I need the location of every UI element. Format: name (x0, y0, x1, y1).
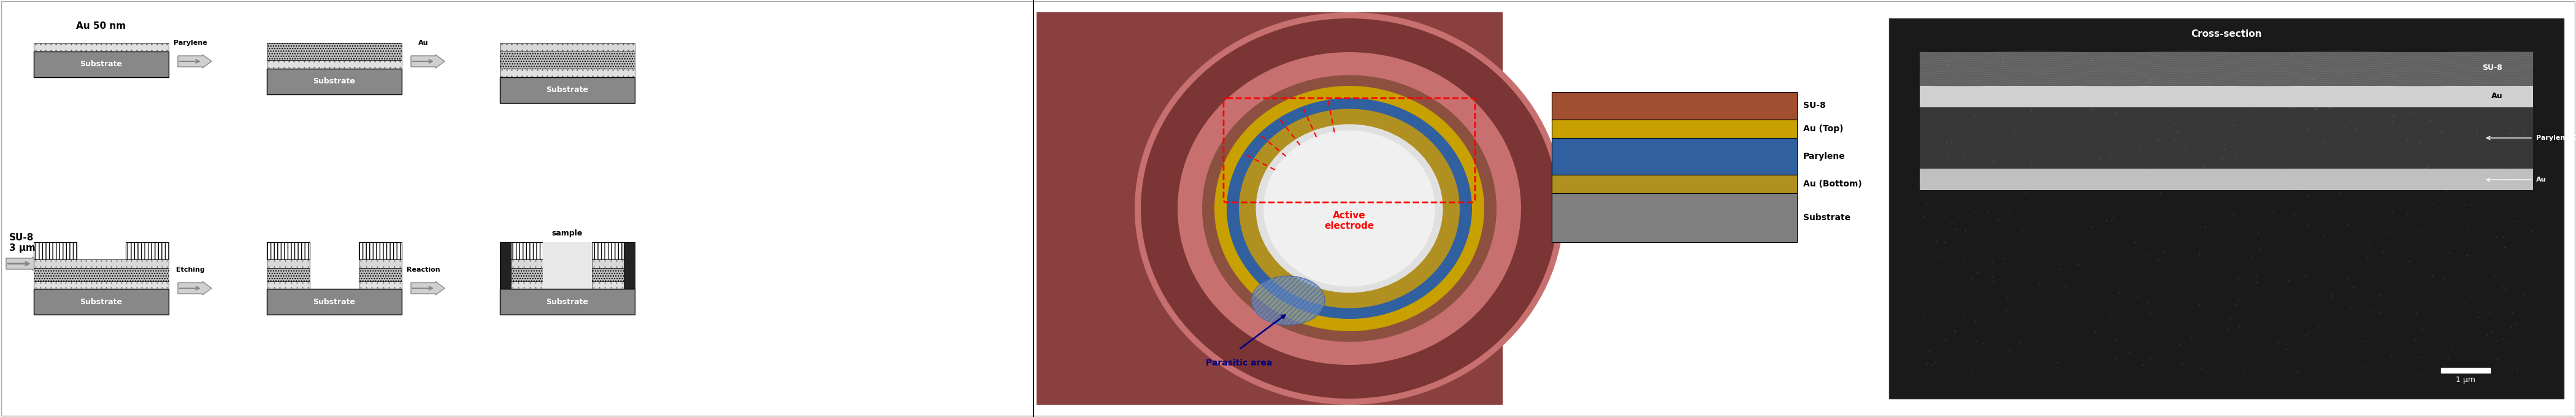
Text: SU-8
3 μm: SU-8 3 μm (10, 233, 36, 253)
Bar (510, 259, 544, 268)
Text: sample: sample (551, 229, 582, 237)
Bar (1888, 18, 2563, 399)
Bar (358, 281, 402, 289)
Text: Au (Top): Au (Top) (1803, 125, 1844, 133)
FancyBboxPatch shape (268, 289, 402, 314)
Bar (268, 268, 309, 281)
Text: SU-8: SU-8 (1803, 101, 1826, 110)
Bar (592, 268, 623, 281)
Bar (268, 281, 309, 289)
FancyArrow shape (5, 257, 41, 271)
Text: Substrate: Substrate (1803, 214, 1850, 222)
Bar (33, 242, 77, 259)
Text: Substrate: Substrate (80, 60, 124, 68)
Bar (1036, 12, 1502, 405)
Bar (358, 242, 402, 259)
Ellipse shape (1257, 124, 1443, 293)
Bar (33, 43, 167, 52)
Text: Au (Bottom): Au (Bottom) (1803, 180, 1862, 188)
Bar (126, 242, 167, 259)
Ellipse shape (1133, 12, 1564, 405)
FancyBboxPatch shape (268, 69, 402, 94)
Text: Parylene: Parylene (1803, 152, 1844, 161)
Text: Au: Au (2537, 177, 2545, 183)
Text: Substrate: Substrate (314, 298, 355, 306)
Bar (268, 60, 402, 69)
Ellipse shape (1262, 130, 1435, 287)
Bar (1551, 120, 1798, 138)
Bar (592, 259, 623, 268)
Bar (1919, 107, 2532, 168)
Bar (268, 259, 309, 268)
Bar (500, 242, 510, 289)
Ellipse shape (1252, 276, 1324, 325)
Text: Parylene-C: Parylene-C (2537, 135, 2576, 141)
Bar (1551, 92, 1798, 120)
Bar (500, 43, 634, 52)
Ellipse shape (1226, 98, 1471, 319)
FancyArrow shape (412, 55, 446, 68)
Text: Substrate: Substrate (546, 86, 587, 94)
Bar (544, 242, 592, 289)
Text: Active
electrode: Active electrode (1324, 211, 1373, 231)
Bar (1551, 175, 1798, 193)
Text: 1 μm: 1 μm (2455, 376, 2476, 384)
Bar (1551, 138, 1798, 175)
Ellipse shape (1203, 75, 1497, 342)
Text: Substrate: Substrate (80, 298, 124, 306)
Bar (500, 52, 634, 69)
Bar (33, 268, 167, 281)
Text: Au: Au (2491, 92, 2501, 100)
Bar (358, 268, 402, 281)
Text: Substrate: Substrate (314, 78, 355, 85)
Text: Substrate: Substrate (546, 298, 587, 306)
FancyArrow shape (178, 281, 211, 295)
Bar (500, 69, 634, 77)
Text: Au: Au (417, 40, 428, 46)
Bar (268, 43, 402, 60)
Text: Au 50 nm: Au 50 nm (77, 21, 126, 31)
Bar (2442, 368, 2491, 373)
Bar (1919, 168, 2532, 190)
Text: Etching: Etching (175, 267, 204, 273)
FancyBboxPatch shape (500, 289, 634, 314)
Bar (592, 242, 623, 259)
Ellipse shape (1141, 18, 1558, 399)
Text: Cross-section: Cross-section (2192, 29, 2262, 38)
Text: Reaction: Reaction (407, 267, 440, 273)
Ellipse shape (1239, 109, 1461, 308)
Bar (623, 242, 634, 289)
FancyArrow shape (178, 55, 211, 68)
FancyBboxPatch shape (33, 289, 167, 314)
Bar (510, 268, 544, 281)
Bar (33, 259, 167, 268)
Bar (33, 281, 167, 289)
Text: SU-8: SU-8 (2483, 63, 2501, 71)
FancyBboxPatch shape (500, 77, 634, 103)
Text: Parasitic area: Parasitic area (1206, 359, 1273, 367)
Bar (510, 242, 544, 259)
Bar (510, 281, 544, 289)
FancyBboxPatch shape (33, 52, 167, 77)
Bar (1551, 193, 1798, 242)
Bar (592, 281, 623, 289)
Bar (358, 259, 402, 268)
Text: Parylene: Parylene (173, 40, 206, 46)
Bar (1919, 190, 2532, 380)
Ellipse shape (1213, 86, 1484, 331)
Bar (268, 242, 309, 259)
Bar (1919, 52, 2532, 86)
Bar (1919, 86, 2532, 107)
Ellipse shape (1177, 52, 1520, 365)
FancyArrow shape (412, 281, 446, 295)
